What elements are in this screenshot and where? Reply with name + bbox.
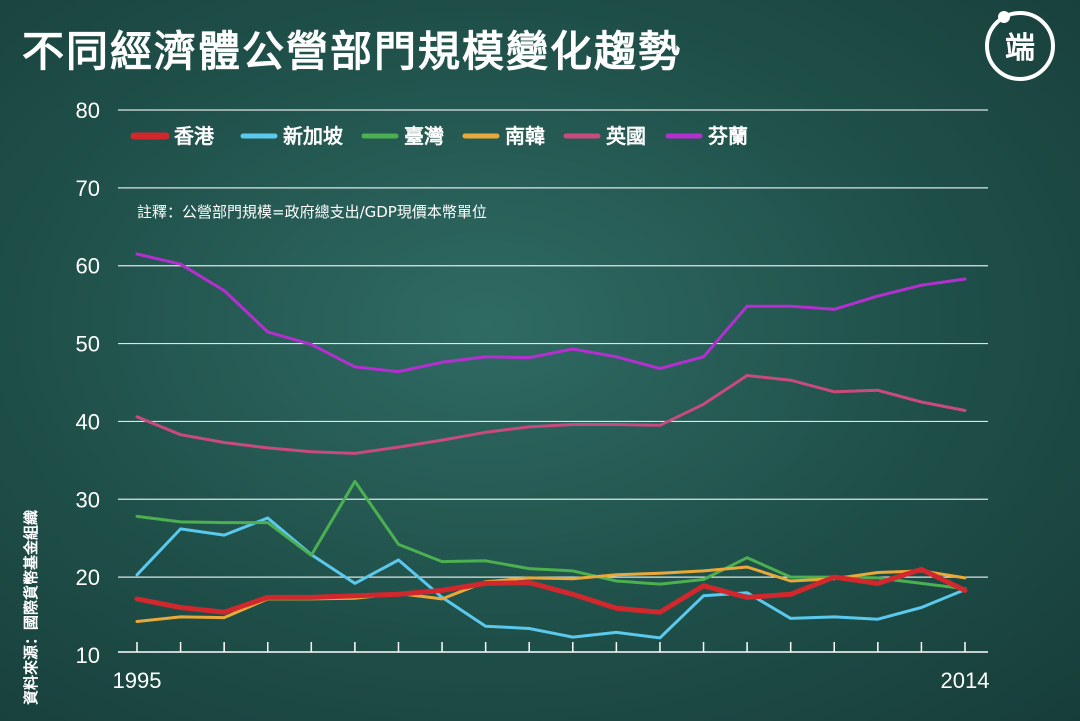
x-tick-label: 1995 bbox=[113, 668, 162, 693]
page-title: 不同經濟體公營部門規模變化趨勢 bbox=[22, 27, 683, 76]
legend-label-2: 臺灣 bbox=[404, 124, 444, 148]
y-tick-label: 50 bbox=[76, 332, 100, 357]
y-tick-label: 30 bbox=[76, 487, 100, 512]
y-tick-label: 20 bbox=[76, 565, 100, 590]
y-tick-label: 60 bbox=[76, 254, 100, 279]
y-tick-label: 40 bbox=[76, 409, 100, 434]
y-tick-label: 80 bbox=[76, 98, 100, 123]
y-tick-label: 70 bbox=[76, 176, 100, 201]
x-tick-label: 2014 bbox=[941, 668, 990, 693]
series-line-0 bbox=[134, 566, 968, 615]
series-lines bbox=[134, 252, 968, 640]
series-line-3 bbox=[135, 565, 967, 623]
series-line-5 bbox=[135, 252, 967, 374]
legend-label-3: 南韓 bbox=[505, 124, 545, 148]
series-line-2 bbox=[135, 479, 967, 591]
initium-logo-icon: 端 bbox=[985, 11, 1055, 81]
logo-text: 端 bbox=[1005, 31, 1035, 66]
grid-lines bbox=[118, 109, 988, 578]
legend: 香港 新加坡 臺灣 南韓 英國 芬蘭 bbox=[130, 124, 748, 148]
legend-label-5: 芬蘭 bbox=[708, 124, 748, 148]
x-axis: 1995 2014 bbox=[113, 642, 990, 693]
series-line-4 bbox=[135, 374, 967, 455]
legend-label-0: 香港 bbox=[174, 124, 215, 148]
y-axis-ticks: 10 20 30 40 50 60 70 80 bbox=[76, 98, 100, 668]
y-tick-label: 10 bbox=[76, 643, 100, 668]
legend-label-4: 英國 bbox=[606, 124, 646, 148]
chart-note: 註釋：公營部門規模=政府總支出/GDP現價本幣單位 bbox=[137, 203, 487, 221]
series-line-1 bbox=[135, 516, 967, 640]
legend-label-1: 新加坡 bbox=[283, 124, 344, 148]
